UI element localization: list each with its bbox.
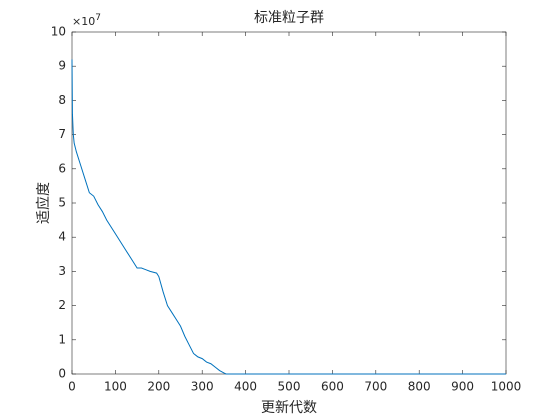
x-tick-label: 700 — [364, 380, 387, 394]
x-tick-label: 500 — [278, 380, 301, 394]
y-tick-label: 8 — [58, 93, 66, 107]
x-tick-label: 300 — [191, 380, 214, 394]
y-multiplier: ×107 — [72, 13, 101, 29]
y-tick-label: 5 — [58, 196, 66, 210]
chart-title: 标准粒子群 — [254, 10, 324, 26]
y-multiplier-exp: 7 — [95, 13, 101, 23]
y-tick-label: 6 — [58, 161, 66, 175]
y-tick-label: 2 — [58, 298, 66, 312]
x-tick-label: 1000 — [491, 380, 522, 394]
y-tick-label: 3 — [58, 264, 66, 278]
y-tick-label: 1 — [58, 332, 66, 346]
y-tick-label: 0 — [58, 367, 66, 381]
x-tick-label: 600 — [321, 380, 344, 394]
y-tick-label: 4 — [58, 230, 66, 244]
x-tick-label: 400 — [234, 380, 257, 394]
x-tick-label: 0 — [68, 380, 76, 394]
x-axis-label: 更新代数 — [261, 400, 317, 416]
y-axis-label: 适应度 — [35, 182, 52, 224]
x-tick-label: 800 — [408, 380, 431, 394]
x-tick-label: 200 — [147, 380, 170, 394]
x-tick-label: 100 — [104, 380, 127, 394]
x-tick-label: 900 — [451, 380, 474, 394]
y-tick-label: 7 — [58, 127, 66, 141]
series-line — [71, 59, 506, 375]
plot-box — [71, 31, 507, 375]
y-tick-label: 10 — [51, 25, 66, 39]
y-tick-label: 9 — [58, 59, 66, 73]
y-multiplier-base: ×10 — [72, 15, 95, 28]
